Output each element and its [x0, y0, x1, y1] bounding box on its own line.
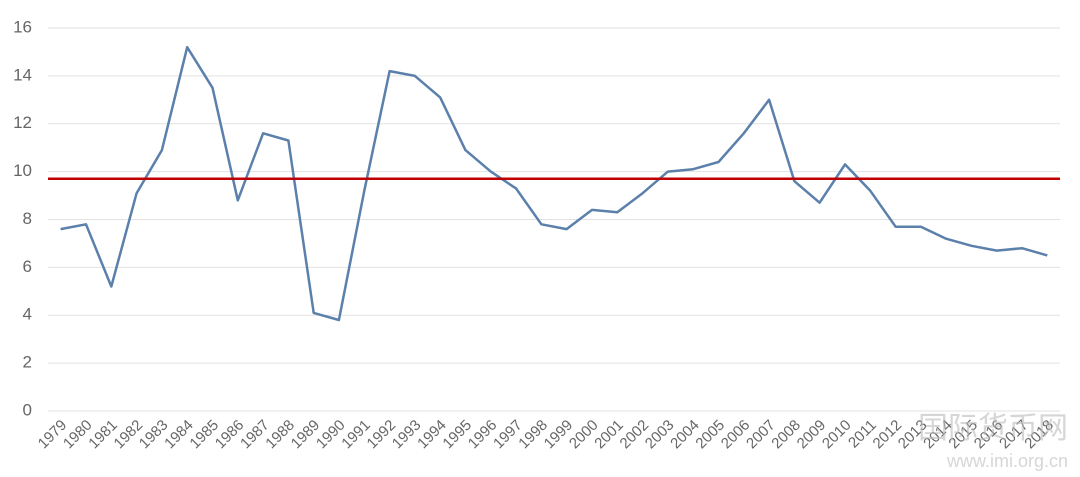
- watermark: www.imi.org.cn: [946, 451, 1068, 471]
- watermark: 国际货币网: [918, 412, 1068, 445]
- y-tick-label: 12: [13, 113, 32, 132]
- line-series: [60, 45, 1048, 322]
- y-tick-label: 8: [23, 209, 32, 228]
- y-tick-label: 4: [23, 305, 32, 324]
- y-tick-label: 16: [13, 17, 32, 36]
- y-tick-label: 6: [23, 257, 32, 276]
- y-tick-label: 14: [13, 65, 32, 84]
- y-tick-label: 0: [23, 400, 32, 419]
- y-tick-label: 10: [13, 161, 32, 180]
- y-tick-label: 2: [23, 353, 32, 372]
